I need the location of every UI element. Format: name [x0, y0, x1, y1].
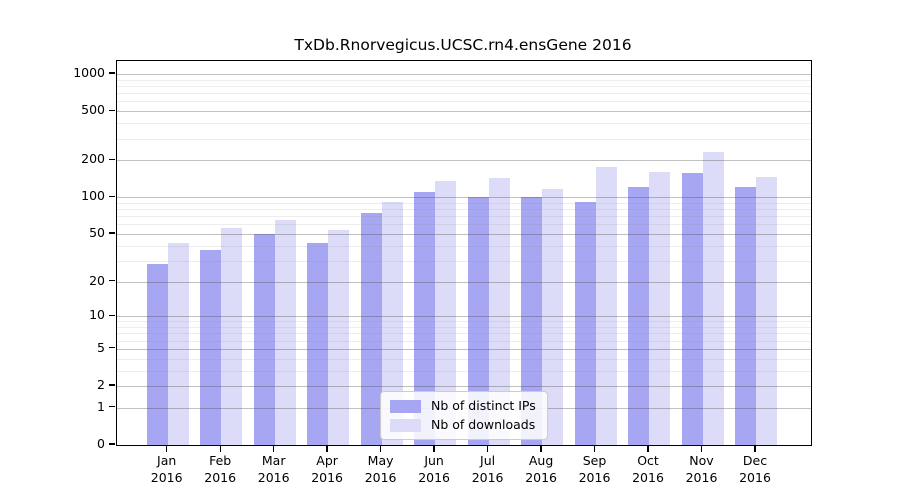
y-tick-mark: [108, 158, 115, 160]
y-tick-mark: [108, 347, 115, 349]
y-tick-label: 1000: [73, 65, 105, 80]
x-tick-mark: [166, 445, 168, 452]
x-tick-mark: [540, 445, 542, 452]
bar-jul-ips: [467, 196, 489, 445]
y-tick-label: 500: [81, 102, 105, 118]
x-tick-label-nov: Nov 2016: [685, 453, 718, 485]
chart-title: TxDb.Rnorvegicus.UCSC.rn4.ensGene 2016: [294, 36, 632, 54]
bar-dec-ips: [735, 187, 756, 445]
legend-label: Nb of distinct IPs: [431, 398, 536, 413]
bar-aug-ips: [521, 197, 543, 445]
bar-mar-downloads: [274, 220, 296, 445]
y-tick-mark: [108, 279, 115, 282]
bars-layer: [117, 61, 811, 445]
x-tick-label-jan: Jan 2016: [150, 453, 183, 485]
x-tick-mark: [593, 445, 596, 452]
bar-apr-ips: [307, 243, 329, 445]
y-tick-label: 0: [97, 436, 105, 451]
x-tick-label-sep: Sep 2016: [578, 453, 611, 485]
y-tick-mark: [108, 195, 115, 197]
x-tick-mark: [754, 445, 756, 452]
x-tick-mark: [273, 445, 275, 452]
y-tick-label: 10: [89, 307, 105, 323]
y-tick-mark: [108, 406, 115, 408]
x-tick-mark: [379, 445, 382, 452]
bar-feb-downloads: [221, 227, 243, 445]
legend-entry-downloads: Nb of downloads: [390, 417, 536, 433]
legend-label: Nb of downloads: [431, 417, 536, 432]
x-tick-mark: [326, 445, 328, 452]
bar-jan-downloads: [167, 243, 189, 445]
bar-sep-ips: [574, 201, 596, 445]
y-tick-label: 200: [81, 151, 105, 167]
y-tick-label: 20: [89, 272, 105, 288]
legend-swatch-downloads: [390, 418, 421, 432]
x-tick-mark: [433, 445, 435, 452]
bar-feb-ips: [200, 249, 222, 445]
y-tick-mark: [108, 443, 115, 445]
x-tick-mark: [647, 445, 649, 452]
y-tick-mark: [108, 314, 115, 316]
bar-jul-downloads: [488, 177, 510, 445]
x-tick-label-jun: Jun 2016: [418, 453, 450, 485]
x-tick-label-mar: Mar 2016: [257, 453, 290, 485]
x-tick-label-apr: Apr 2016: [311, 453, 343, 485]
bar-aug-downloads: [542, 188, 564, 445]
plot-area: Nb of distinct IPs Nb of downloads: [116, 60, 812, 446]
bar-oct-downloads: [649, 172, 670, 445]
bar-jun-downloads: [435, 181, 457, 445]
y-tick-label: 100: [81, 188, 105, 204]
y-tick-mark: [108, 72, 115, 74]
y-tick-mark: [108, 384, 115, 386]
x-tick-label-oct: Oct 2016: [632, 453, 664, 485]
x-tick-mark: [700, 445, 703, 452]
bar-nov-ips: [681, 172, 703, 445]
y-tick-label: 2: [97, 377, 105, 392]
y-tick-label: 50: [89, 224, 105, 240]
x-tick-label-feb: Feb 2016: [204, 453, 237, 485]
bar-may-ips: [360, 213, 382, 445]
y-tick-label: 5: [97, 339, 105, 355]
bar-mar-ips: [253, 233, 275, 445]
bar-dec-downloads: [756, 177, 777, 445]
legend-entry-distinct-ips: Nb of distinct IPs: [390, 398, 536, 414]
bar-sep-downloads: [595, 167, 617, 445]
x-tick-label-jul: Jul 2016: [471, 453, 504, 485]
bar-may-downloads: [381, 201, 403, 445]
legend-swatch-distinct-ips: [390, 399, 421, 413]
x-tick-label-aug: Aug 2016: [525, 453, 557, 485]
bar-jun-ips: [414, 192, 436, 445]
bar-apr-downloads: [328, 229, 350, 445]
bar-nov-downloads: [702, 151, 724, 445]
x-tick-mark: [219, 445, 221, 452]
x-tick-label-may: May 2016: [364, 453, 397, 485]
bar-oct-ips: [628, 187, 649, 445]
y-tick-mark: [108, 232, 115, 234]
y-tick-mark: [108, 109, 115, 111]
bar-jan-ips: [146, 264, 168, 445]
x-tick-label-dec: Dec 2016: [739, 453, 771, 485]
legend: Nb of distinct IPs Nb of downloads: [380, 391, 548, 440]
x-tick-mark: [486, 445, 489, 452]
y-tick-label: 1: [97, 398, 105, 414]
